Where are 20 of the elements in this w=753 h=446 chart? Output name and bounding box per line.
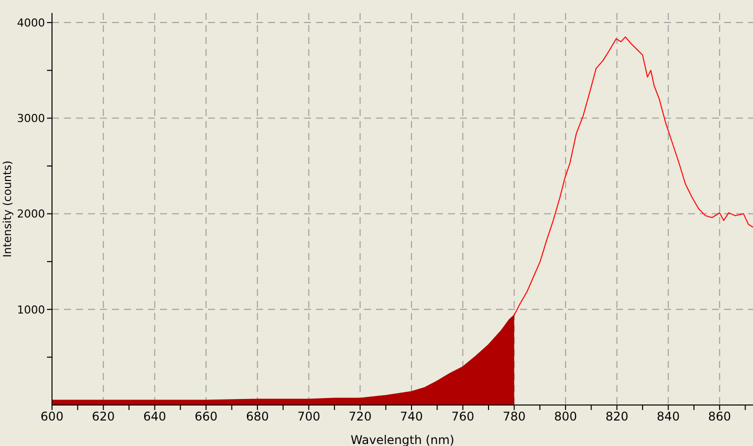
x-tick-label: 740	[400, 410, 423, 424]
y-axis-title: Intensity (counts)	[0, 160, 14, 258]
y-tick-label: 1000	[17, 303, 45, 316]
x-tick-label: 760	[451, 410, 474, 424]
x-tick-label: 640	[143, 410, 166, 424]
y-tick-label: 2000	[17, 208, 45, 221]
x-tick-label: 720	[348, 410, 372, 424]
x-tick-label: 660	[194, 410, 218, 424]
line-series	[514, 36, 753, 316]
x-tick-label: 780	[502, 410, 526, 424]
x-tick-label: 800	[554, 410, 578, 424]
y-tick-label: 3000	[17, 112, 45, 126]
x-tick-label: 620	[92, 410, 115, 424]
y-tick-label: 4000	[17, 16, 45, 30]
x-tick-label: 700	[297, 410, 320, 424]
x-tick-label: 600	[40, 410, 64, 424]
x-tick-label: 860	[708, 410, 732, 424]
x-tick-label: 820	[605, 410, 628, 424]
x-tick-label: 840	[656, 410, 680, 424]
x-tick-label: 680	[246, 410, 269, 424]
